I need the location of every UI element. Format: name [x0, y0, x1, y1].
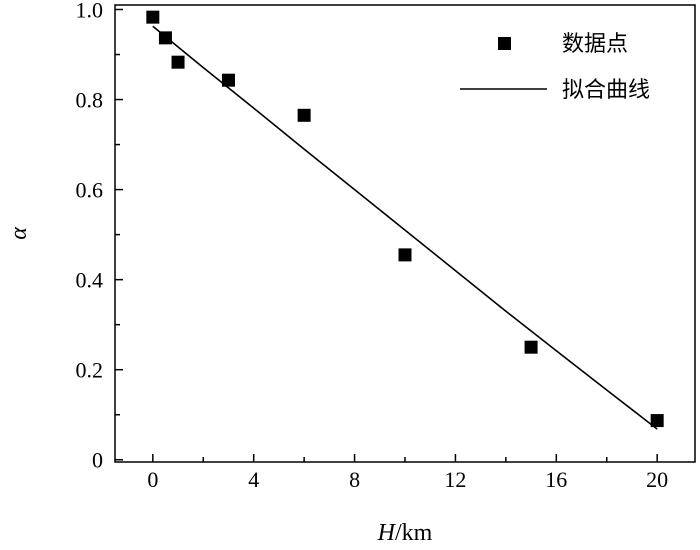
x-axis-title: H/km: [377, 520, 433, 546]
data-point: [297, 108, 311, 122]
plot-frame: [114, 4, 696, 463]
legend-marker-data-points: [498, 37, 511, 50]
y-tick-label: 0: [92, 448, 103, 473]
data-point: [221, 73, 235, 87]
x-tick-label: 4: [248, 467, 259, 492]
legend: 数据点 拟合曲线: [460, 32, 650, 103]
axis-ticks: [115, 8, 658, 462]
x-axis-title-unit: /km: [395, 520, 433, 546]
data-point: [650, 414, 664, 428]
legend-label-fit-curve: 拟合曲线: [562, 78, 650, 103]
data-point: [524, 340, 538, 354]
x-tick-label: 8: [349, 467, 360, 492]
y-tick-label: 1.0: [76, 0, 104, 23]
y-tick-label: 0.2: [76, 358, 104, 383]
y-tick-label: 0.8: [76, 88, 104, 113]
plot-area-border: [114, 4, 696, 463]
fit-curve-line: [152, 25, 658, 430]
data-point: [146, 10, 160, 24]
data-point: [171, 55, 185, 69]
legend-label-data-points: 数据点: [562, 32, 628, 57]
y-tick-label: 0.4: [76, 268, 104, 293]
axis-tick-labels: 0 4 8 12 16 20 0 0.2 0.4 0.6 0.8 1.0: [76, 0, 669, 492]
y-tick-label: 0.6: [76, 178, 104, 203]
x-axis-title-variable: H: [377, 520, 397, 546]
data-points-series: [146, 10, 664, 428]
x-tick-label: 0: [147, 467, 158, 492]
data-point: [398, 248, 412, 262]
y-axis-title: α: [6, 227, 32, 240]
x-tick-label: 12: [444, 467, 466, 492]
data-point: [158, 31, 172, 45]
x-tick-label: 16: [545, 467, 567, 492]
fit-curve-series: [152, 25, 658, 430]
x-tick-label: 20: [646, 467, 668, 492]
